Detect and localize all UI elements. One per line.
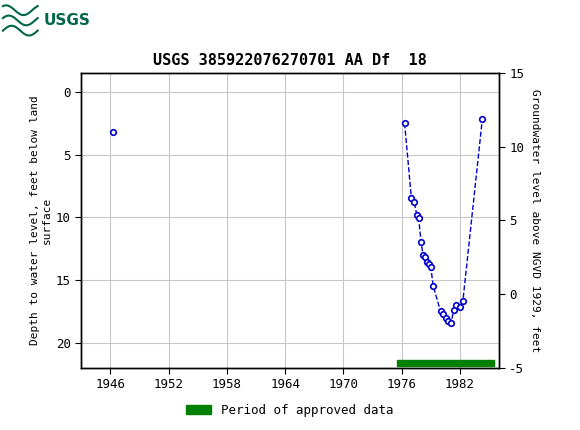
Title: USGS 385922076270701 AA Df  18: USGS 385922076270701 AA Df 18: [153, 53, 427, 68]
Y-axis label: Depth to water level, feet below land
surface: Depth to water level, feet below land su…: [30, 95, 52, 345]
FancyBboxPatch shape: [3, 3, 84, 37]
Bar: [397, 359, 494, 366]
Text: USGS: USGS: [44, 13, 90, 28]
Y-axis label: Groundwater level above NGVD 1929, feet: Groundwater level above NGVD 1929, feet: [530, 89, 540, 352]
Legend: Period of approved data: Period of approved data: [181, 399, 399, 421]
